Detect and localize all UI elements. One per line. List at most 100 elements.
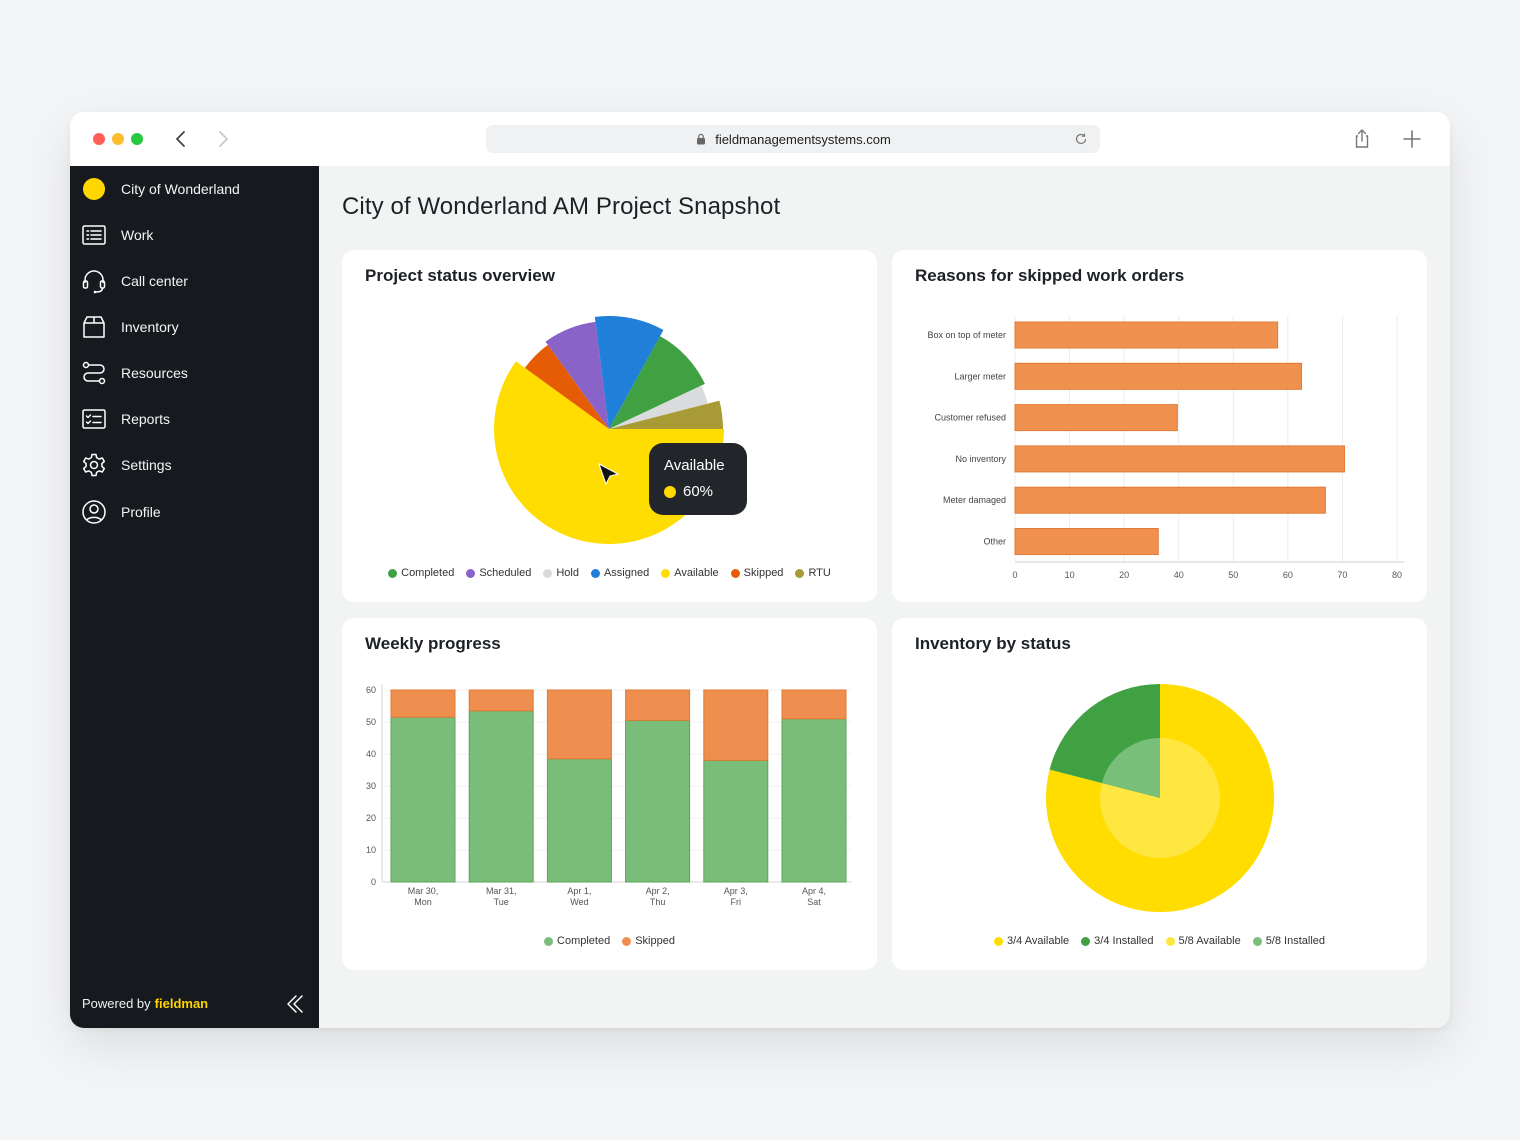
powered-by: Powered by fieldman <box>82 996 208 1011</box>
legend-item[interactable]: Available <box>661 567 719 579</box>
sidebar-item-settings[interactable]: Settings <box>70 445 319 485</box>
sidebar-item-profile[interactable]: Profile <box>70 492 319 532</box>
minimize-window-button[interactable] <box>112 133 124 145</box>
maximize-window-button[interactable] <box>131 133 143 145</box>
x-tick-label: 80 <box>1392 570 1402 580</box>
url-text: fieldmanagementsystems.com <box>715 131 891 147</box>
legend-item[interactable]: Assigned <box>590 567 649 579</box>
org-dot-icon <box>83 178 105 200</box>
legend-swatch <box>1081 936 1091 946</box>
bar-skipped[interactable] <box>625 689 691 721</box>
legend-item[interactable]: Skipped <box>622 935 675 947</box>
legend-swatch <box>730 568 740 578</box>
skipped-reasons-card: Reasons for skipped work orders 0 10 20 40 5… <box>892 250 1427 602</box>
pie-slice-hold[interactable] <box>609 385 708 429</box>
legend-swatch <box>590 568 600 578</box>
sidebar-item-call-center[interactable]: Call center <box>70 261 319 301</box>
sidebar-item-label: Inventory <box>121 319 179 335</box>
bar[interactable] <box>1014 486 1326 514</box>
inventory-status-pie <box>1046 684 1274 912</box>
y-tick-label: 60 <box>366 685 376 695</box>
sidebar-item-label: Work <box>121 227 154 243</box>
pie-slice-scheduled[interactable] <box>545 321 609 429</box>
sidebar-item-work[interactable]: Work <box>70 215 319 255</box>
pie-slice-completed[interactable] <box>609 336 705 429</box>
share-icon[interactable] <box>1350 127 1374 151</box>
browser-titlebar: fieldmanagementsystems.com <box>70 112 1450 166</box>
x-tick-label: 40 <box>1174 570 1184 580</box>
bar-skipped[interactable] <box>546 689 612 760</box>
legend-item[interactable]: 3/4 Installed <box>1081 935 1154 947</box>
legend-item[interactable]: Completed <box>388 567 454 579</box>
legend-label: RTU <box>808 567 831 579</box>
legend-item[interactable]: RTU <box>795 567 831 579</box>
pie-slice-rtu[interactable] <box>609 400 723 429</box>
bar-completed[interactable] <box>625 719 691 883</box>
collapse-sidebar-icon[interactable] <box>283 992 307 1016</box>
bar-completed[interactable] <box>546 758 612 883</box>
sidebar-item-resources[interactable]: Resources <box>70 353 319 393</box>
legend-label: Scheduled <box>479 567 532 579</box>
chart-tooltip: Available 60% <box>649 443 747 515</box>
legend-swatch <box>544 936 554 946</box>
bar-skipped[interactable] <box>703 689 769 761</box>
bar[interactable] <box>1014 404 1178 432</box>
category-label: Customer refused <box>934 413 1006 423</box>
bar-completed[interactable] <box>781 718 847 883</box>
forward-button[interactable] <box>211 127 235 151</box>
x-tick-label: Fri <box>731 897 742 907</box>
legend-item[interactable]: 5/8 Installed <box>1252 935 1326 947</box>
legend-label: 3/4 Available <box>1006 935 1070 947</box>
bar-skipped[interactable] <box>390 689 456 718</box>
legend-label: 5/8 Installed <box>1265 935 1326 947</box>
inventory-status-card: Inventory by status 3/4 Available 3/4 Ins… <box>892 618 1427 970</box>
legend-swatch <box>622 936 632 946</box>
inventory-status-legend: 3/4 Available 3/4 Installed 5/8 Available 5… <box>892 935 1427 947</box>
sidebar-item-inventory[interactable]: Inventory <box>70 307 319 347</box>
bar[interactable] <box>1014 321 1279 349</box>
legend-item[interactable]: 5/8 Available <box>1165 935 1241 947</box>
bar[interactable] <box>1014 528 1159 555</box>
y-tick-label: 20 <box>366 813 376 823</box>
bar-completed[interactable] <box>468 710 534 883</box>
x-tick-label: Sat <box>807 897 821 907</box>
legend-label: Hold <box>556 567 579 579</box>
y-tick-label: 40 <box>366 749 376 759</box>
sidebar-item-label: City of Wonderland <box>121 181 240 197</box>
tooltip-value-row: 60% <box>664 483 713 500</box>
bar-skipped[interactable] <box>781 689 847 720</box>
close-window-button[interactable] <box>93 133 105 145</box>
bar[interactable] <box>1014 362 1302 390</box>
address-bar[interactable]: fieldmanagementsystems.com <box>486 125 1100 153</box>
list-icon <box>81 222 107 248</box>
sidebar-item-label: Reports <box>121 411 171 427</box>
weekly-progress-legend: Completed Skipped <box>342 935 877 947</box>
back-button[interactable] <box>169 127 193 151</box>
pie-slice-assigned[interactable] <box>594 316 664 429</box>
x-tick-label: Apr 1, <box>567 886 591 896</box>
sidebar: City of Wonderland Work Call center Inve… <box>70 166 319 1028</box>
tooltip-label: Available <box>664 457 725 474</box>
new-tab-icon[interactable] <box>1400 127 1424 151</box>
category-label: Other <box>983 537 1006 547</box>
legend-label: Available <box>674 567 719 579</box>
y-tick-label: 50 <box>366 717 376 727</box>
inner-pie-slice[interactable] <box>1101 738 1160 798</box>
bar-completed[interactable] <box>703 759 769 883</box>
pie-slice-skipped[interactable] <box>524 344 609 429</box>
legend-item[interactable]: Skipped <box>730 567 783 579</box>
legend-item[interactable]: Completed <box>544 935 610 947</box>
project-status-legend: Completed Scheduled Hold Assigned Available S… <box>342 567 877 579</box>
sidebar-item-organization[interactable]: City of Wonderland <box>70 169 319 209</box>
bar-skipped[interactable] <box>468 689 534 712</box>
bar[interactable] <box>1014 445 1345 473</box>
card-title: Weekly progress <box>365 634 501 653</box>
card-title: Project status overview <box>365 266 555 285</box>
x-tick-label: Mon <box>414 897 432 907</box>
bar-completed[interactable] <box>390 716 456 883</box>
sidebar-item-reports[interactable]: Reports <box>70 399 319 439</box>
reload-icon[interactable] <box>1074 132 1088 146</box>
legend-item[interactable]: Scheduled <box>466 567 531 579</box>
legend-item[interactable]: 3/4 Available <box>993 935 1070 947</box>
legend-item[interactable]: Hold <box>543 567 579 579</box>
